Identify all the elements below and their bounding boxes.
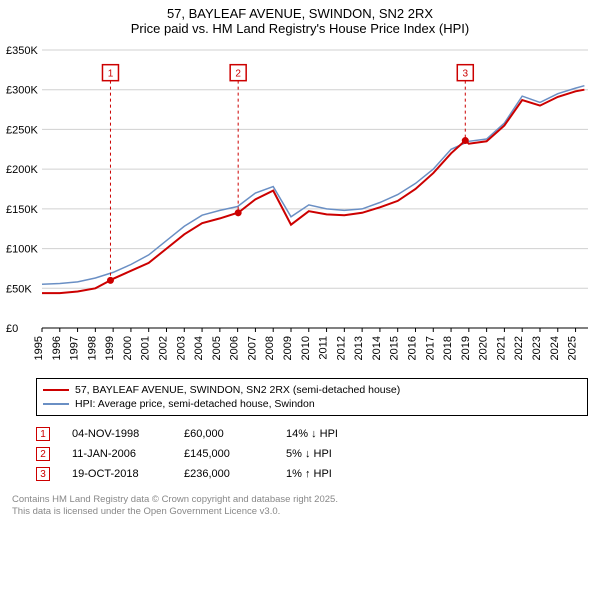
x-tick-label: 2003 [175,336,187,360]
y-tick-label: £150K [6,204,38,216]
x-tick-label: 2018 [442,336,454,360]
x-tick-label: 1995 [33,336,45,360]
sale-row-price: £145,000 [184,448,264,460]
x-tick-label: 2000 [122,336,134,360]
x-tick-label: 2008 [264,336,276,360]
x-tick-label: 2014 [371,336,383,360]
sale-row: 2 11-JAN-2006 £145,000 5% ↓ HPI [36,444,588,464]
x-tick-label: 2011 [318,336,330,360]
y-tick-label: £50K [6,283,32,295]
sale-row-delta: 14% ↓ HPI [286,428,366,440]
series-price_paid [42,90,584,293]
sale-row-delta: 5% ↓ HPI [286,448,366,460]
legend-row: HPI: Average price, semi-detached house,… [43,397,581,411]
sale-row-marker: 1 [36,427,50,441]
y-tick-label: £100K [6,244,38,256]
line-chart-svg: £0 £50K £100K £150K £200K £250K £300K £350K 1995… [6,42,594,372]
sale-row-delta: 1% ↑ HPI [286,468,366,480]
sale-row-marker: 2 [36,447,50,461]
y-tick-label: £350K [6,45,38,57]
x-tick-label: 2023 [531,336,543,360]
x-tick-label: 2013 [353,336,365,360]
sale-row: 3 19-OCT-2018 £236,000 1% ↑ HPI [36,464,588,484]
footer-line-2: This data is licensed under the Open Gov… [12,506,588,518]
x-tick-label: 2009 [282,336,294,360]
titles: 57, BAYLEAF AVENUE, SWINDON, SN2 2RX Pri… [0,0,600,38]
sales-table: 1 04-NOV-1998 £60,000 14% ↓ HPI 2 11-JAN-2006… [36,424,588,484]
x-tick-label: 1999 [104,336,116,360]
sale-marker-number: 3 [463,68,469,79]
series-hpi [42,86,584,285]
sale-row-date: 11-JAN-2006 [72,448,162,460]
x-tick-label: 2006 [229,336,241,360]
title-sub: Price paid vs. HM Land Registry's House … [0,21,600,36]
x-tick-label: 1996 [51,336,63,360]
sale-point [462,137,469,144]
y-tick-label: £200K [6,164,38,176]
y-tick-label: £300K [6,85,38,97]
x-tick-label: 2019 [460,336,472,360]
sale-row-date: 19-OCT-2018 [72,468,162,480]
x-tick-label: 2016 [406,336,418,360]
x-tick-label: 2024 [549,336,561,360]
chart-area: £0 £50K £100K £150K £200K £250K £300K £350K 1995… [6,42,594,372]
x-tick-label: 1997 [69,336,81,360]
sale-row: 1 04-NOV-1998 £60,000 14% ↓ HPI [36,424,588,444]
sale-point [107,277,114,284]
chart-container: 57, BAYLEAF AVENUE, SWINDON, SN2 2RX Pri… [0,0,600,519]
x-tick-label: 1998 [86,336,98,360]
legend-swatch [43,389,69,391]
x-tick-label: 2021 [495,336,507,360]
y-tick-label: £0 [6,323,18,335]
x-tick-label: 2022 [513,336,525,360]
legend-swatch [43,403,69,405]
x-tick-label: 2020 [478,336,490,360]
legend-label: 57, BAYLEAF AVENUE, SWINDON, SN2 2RX (se… [75,384,400,396]
sale-row-price: £236,000 [184,468,264,480]
x-tick-label: 2012 [335,336,347,360]
footer-line-1: Contains HM Land Registry data © Crown c… [12,494,588,506]
x-tick-label: 2002 [157,336,169,360]
footer-attribution: Contains HM Land Registry data © Crown c… [12,494,588,519]
x-tick-label: 2010 [300,336,312,360]
sale-row-price: £60,000 [184,428,264,440]
sale-marker-number: 2 [235,68,241,79]
sale-point [235,209,242,216]
x-tick-label: 2017 [424,336,436,360]
sale-row-date: 04-NOV-1998 [72,428,162,440]
x-tick-label: 2025 [567,336,579,360]
sale-row-marker: 3 [36,467,50,481]
legend-label: HPI: Average price, semi-detached house,… [75,398,315,410]
title-main: 57, BAYLEAF AVENUE, SWINDON, SN2 2RX [0,6,600,21]
y-tick-label: £250K [6,124,38,136]
x-tick-label: 2004 [193,336,205,360]
x-tick-label: 2001 [140,336,152,360]
x-tick-label: 2015 [389,336,401,360]
legend: 57, BAYLEAF AVENUE, SWINDON, SN2 2RX (se… [36,378,588,416]
sale-marker-number: 1 [108,68,114,79]
x-tick-label: 2007 [246,336,258,360]
legend-row: 57, BAYLEAF AVENUE, SWINDON, SN2 2RX (se… [43,383,581,397]
x-tick-label: 2005 [211,336,223,360]
